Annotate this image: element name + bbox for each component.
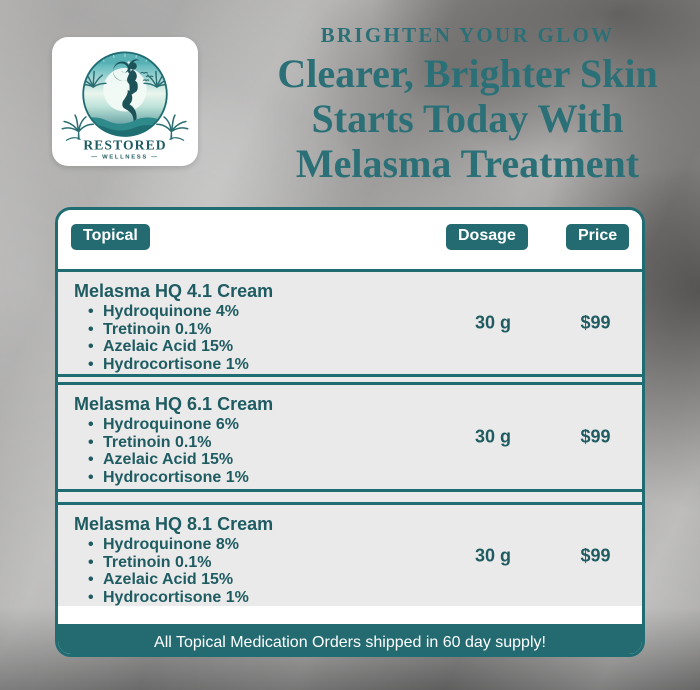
svg-text:RESTORED: RESTORED bbox=[83, 138, 166, 153]
svg-text:— WELLNESS —: — WELLNESS — bbox=[91, 155, 158, 161]
